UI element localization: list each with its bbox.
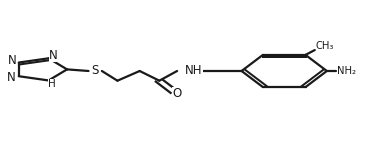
Text: NH: NH <box>185 65 203 77</box>
Text: CH₃: CH₃ <box>316 42 334 52</box>
Text: NH₂: NH₂ <box>337 66 356 76</box>
Text: O: O <box>173 87 182 100</box>
Text: N: N <box>8 54 16 67</box>
Text: H: H <box>48 79 56 89</box>
Text: N: N <box>49 49 57 62</box>
Text: N: N <box>7 71 16 83</box>
Text: S: S <box>92 65 99 77</box>
